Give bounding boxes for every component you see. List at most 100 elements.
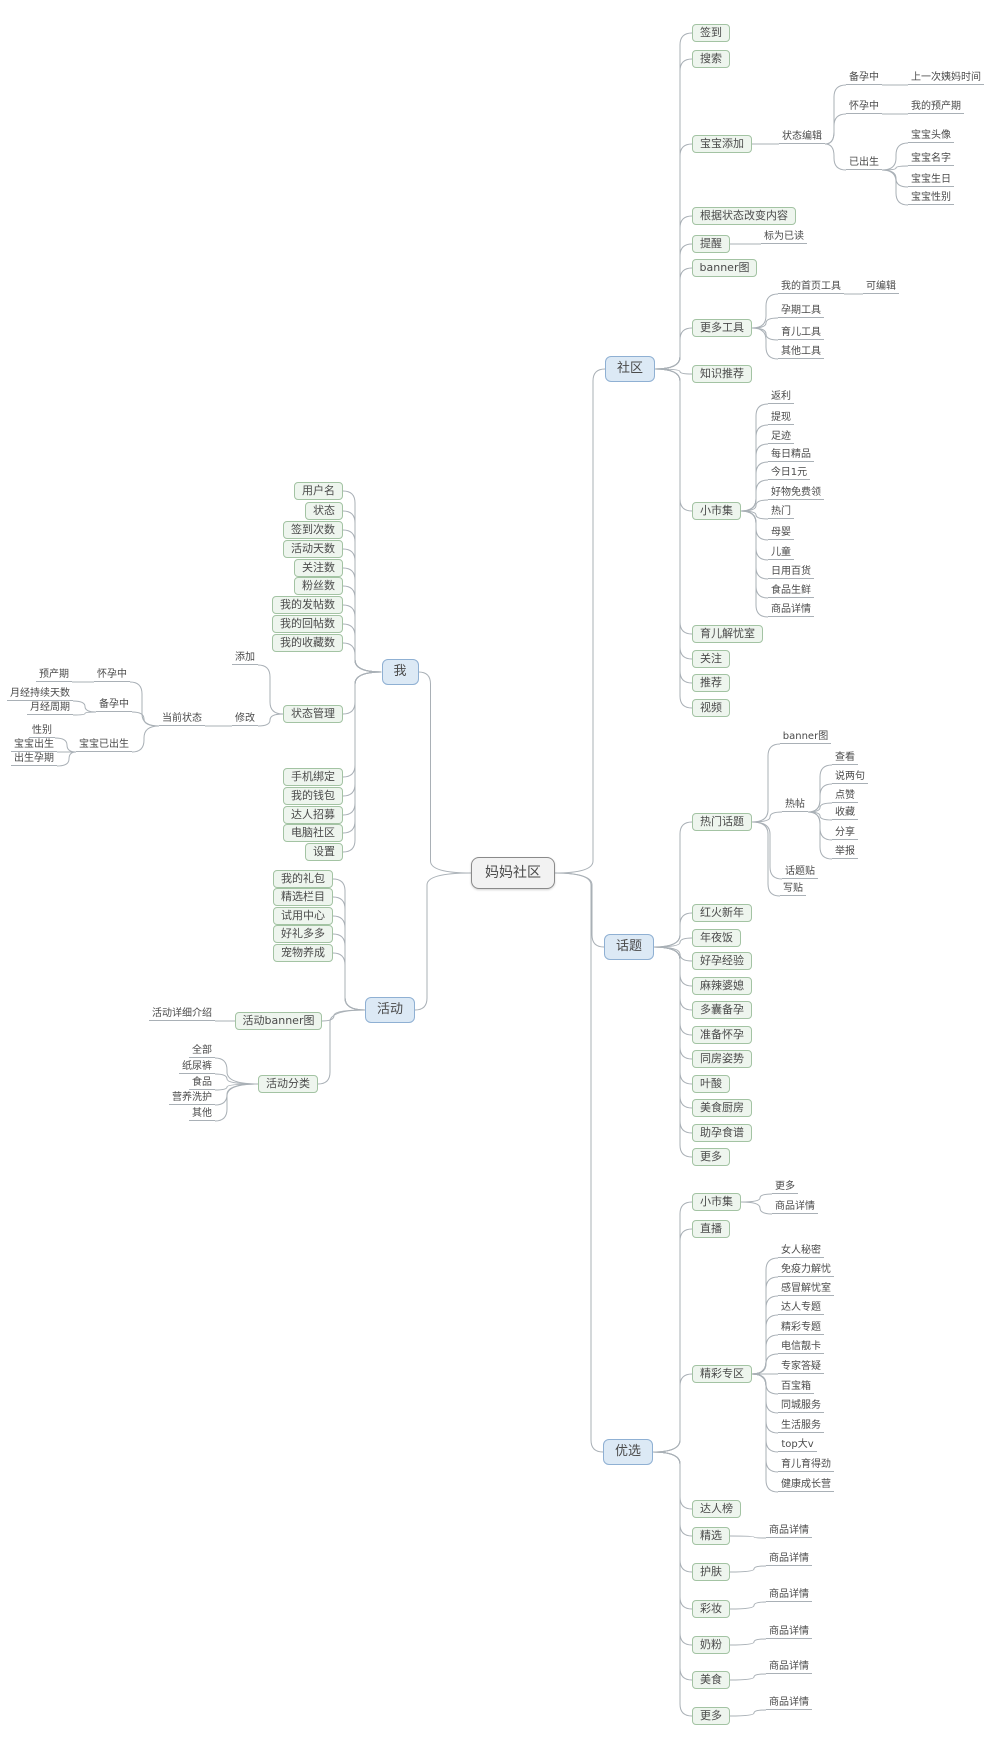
leaf-label[interactable]: 查看 [832,751,858,765]
leaf-label[interactable]: 添加 [232,651,258,665]
leaf-label[interactable]: 每日精品 [768,448,814,462]
sub-topic[interactable]: 粉丝数 [294,577,343,595]
sub-topic[interactable]: 我的发帖数 [272,596,343,614]
leaf-label[interactable]: 今日1元 [768,466,810,480]
leaf-label[interactable]: 宝宝已出生 [76,738,132,752]
leaf-label[interactable]: 免疫力解忧 [778,1263,834,1277]
leaf-label[interactable]: 其他 [189,1107,215,1121]
leaf-label[interactable]: 商品详情 [766,1552,812,1566]
leaf-label[interactable]: 上一次姨妈时间 [908,71,984,85]
leaf-label[interactable]: 百宝箱 [778,1380,814,1394]
leaf-label[interactable]: 已出生 [846,156,882,170]
sub-topic[interactable]: 视频 [692,699,730,717]
sub-topic[interactable]: 我的收藏数 [272,634,343,652]
leaf-label[interactable]: 话题贴 [782,865,818,879]
leaf-label[interactable]: 月经持续天数 [7,687,73,701]
leaf-label[interactable]: 热帖 [782,798,808,812]
leaf-label[interactable]: 育儿育得劲 [778,1458,834,1472]
leaf-label[interactable]: 怀孕中 [94,668,130,682]
sub-topic[interactable]: 提醒 [692,235,730,253]
sub-topic[interactable]: 更多工具 [692,319,752,337]
leaf-label[interactable]: 说两句 [832,770,868,784]
sub-topic[interactable]: 小市集 [692,1193,741,1211]
sub-topic[interactable]: 关注 [692,650,730,668]
sub-topic[interactable]: 热门话题 [692,813,752,831]
sub-topic[interactable]: 设置 [305,843,343,861]
leaf-label[interactable]: 专家答疑 [778,1360,824,1374]
sub-topic[interactable]: 精选栏目 [273,888,333,906]
leaf-label[interactable]: 日用百货 [768,565,814,579]
sub-topic[interactable]: 用户名 [294,482,343,500]
leaf-label[interactable]: 热门 [768,505,794,519]
leaf-label[interactable]: 感冒解忧室 [778,1282,834,1296]
sub-topic[interactable]: 叶酸 [692,1075,730,1093]
sub-topic[interactable]: 精彩专区 [692,1365,752,1383]
leaf-label[interactable]: 好物免费领 [768,486,824,500]
branch-topic[interactable]: 话题 [604,934,654,960]
sub-topic[interactable]: 达人榜 [692,1500,741,1518]
sub-topic[interactable]: 状态 [305,502,343,520]
leaf-label[interactable]: banner图 [780,730,831,744]
sub-topic[interactable]: 奶粉 [692,1636,730,1654]
sub-topic[interactable]: 直播 [692,1220,730,1238]
sub-topic[interactable]: banner图 [692,259,757,277]
sub-topic[interactable]: 小市集 [692,502,741,520]
leaf-label[interactable]: 宝宝名字 [908,152,954,166]
leaf-label[interactable]: 收藏 [832,806,858,820]
sub-topic[interactable]: 活动banner图 [235,1012,322,1030]
leaf-label[interactable]: 足迹 [768,430,794,444]
sub-topic[interactable]: 育儿解忧室 [692,625,763,643]
leaf-label[interactable]: 我的预产期 [908,100,964,114]
leaf-label[interactable]: 状态编辑 [779,130,825,144]
leaf-label[interactable]: 孕期工具 [778,304,824,318]
leaf-label[interactable]: 育儿工具 [778,326,824,340]
sub-topic[interactable]: 麻辣婆媳 [692,977,752,995]
leaf-label[interactable]: 电信靓卡 [778,1340,824,1354]
leaf-label[interactable]: 可编辑 [863,280,899,294]
leaf-label[interactable]: 活动详细介绍 [149,1007,215,1021]
sub-topic[interactable]: 更多 [692,1707,730,1725]
sub-topic[interactable]: 多囊备孕 [692,1001,752,1019]
sub-topic[interactable]: 活动天数 [283,540,343,558]
leaf-label[interactable]: 儿童 [768,546,794,560]
sub-topic[interactable]: 彩妆 [692,1600,730,1618]
leaf-label[interactable]: 返利 [768,390,794,404]
leaf-label[interactable]: 商品详情 [772,1200,818,1214]
leaf-label[interactable]: 宝宝生日 [908,173,954,187]
leaf-label[interactable]: 其他工具 [778,345,824,359]
sub-topic[interactable]: 护肤 [692,1563,730,1581]
sub-topic[interactable]: 好孕经验 [692,952,752,970]
leaf-label[interactable]: 点赞 [832,789,858,803]
sub-topic[interactable]: 助孕食谱 [692,1124,752,1142]
sub-topic[interactable]: 试用中心 [273,907,333,925]
leaf-label[interactable]: 商品详情 [768,603,814,617]
leaf-label[interactable]: 食品 [189,1076,215,1090]
sub-topic[interactable]: 美食厨房 [692,1099,752,1117]
leaf-label[interactable]: 分享 [832,826,858,840]
leaf-label[interactable]: 预产期 [36,668,72,682]
leaf-label[interactable]: 备孕中 [96,698,132,712]
sub-topic[interactable]: 准备怀孕 [692,1026,752,1044]
sub-topic[interactable]: 年夜饭 [692,929,741,947]
leaf-label[interactable]: 提现 [768,411,794,425]
leaf-label[interactable]: 怀孕中 [846,100,882,114]
sub-topic[interactable]: 更多 [692,1148,730,1166]
leaf-label[interactable]: 同城服务 [778,1399,824,1413]
leaf-label[interactable]: 举报 [832,845,858,859]
sub-topic[interactable]: 好礼多多 [273,925,333,943]
leaf-label[interactable]: 更多 [772,1180,798,1194]
leaf-label[interactable]: 商品详情 [766,1696,812,1710]
leaf-label[interactable]: 写贴 [780,882,806,896]
sub-topic[interactable]: 关注数 [294,559,343,577]
leaf-label[interactable]: top大v [778,1438,817,1452]
sub-topic[interactable]: 搜索 [692,50,730,68]
sub-topic[interactable]: 宝宝添加 [692,135,752,153]
leaf-label[interactable]: 当前状态 [159,712,205,726]
leaf-label[interactable]: 商品详情 [766,1660,812,1674]
sub-topic[interactable]: 知识推荐 [692,365,752,383]
leaf-label[interactable]: 宝宝头像 [908,129,954,143]
sub-topic[interactable]: 手机绑定 [283,768,343,786]
sub-topic[interactable]: 签到 [692,24,730,42]
sub-topic[interactable]: 达人招募 [283,806,343,824]
sub-topic[interactable]: 状态管理 [283,705,343,723]
